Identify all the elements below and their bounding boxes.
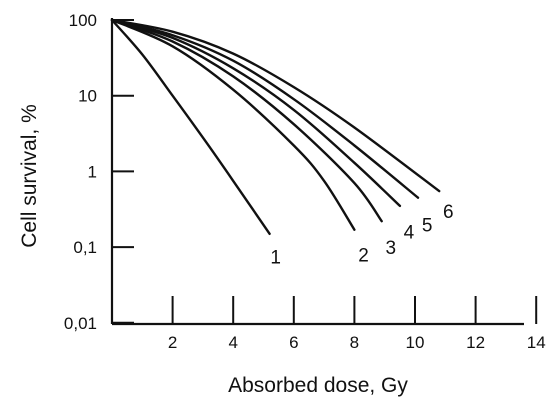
- x-ticks: 2 4 6 8 10 12 14: [168, 296, 546, 352]
- curve-6: [110, 18, 441, 193]
- y-axis-title: Cell survival, %: [18, 104, 41, 248]
- curves: [110, 18, 441, 235]
- curve-2: [110, 18, 356, 231]
- curve-4: [110, 18, 402, 208]
- curve-1: [110, 18, 271, 235]
- curve-label-3: 3: [385, 238, 396, 259]
- x-tick-label: 14: [527, 333, 546, 352]
- curve-label-2: 2: [358, 245, 369, 266]
- y-tick-label: 0,1: [73, 238, 97, 257]
- x-tick-label: 12: [466, 333, 485, 352]
- y-tick-label: 10: [78, 87, 97, 106]
- curve-label-5: 5: [422, 215, 433, 236]
- x-tick-label: 8: [350, 333, 359, 352]
- curve-label-6: 6: [443, 202, 454, 223]
- y-tick-label: 1: [88, 162, 97, 181]
- curve-labels: 1 2 34 56: [270, 202, 453, 269]
- curve-label-1: 1: [270, 248, 281, 269]
- x-tick-label: 2: [168, 333, 177, 352]
- curve-label-4: 4: [404, 223, 415, 244]
- x-tick-label: 4: [228, 333, 237, 352]
- y-tick-label: 100: [69, 11, 97, 30]
- x-tick-label: 6: [289, 333, 298, 352]
- curve-5: [110, 18, 420, 199]
- curve-3: [110, 18, 383, 223]
- x-tick-label: 10: [406, 333, 425, 352]
- y-ticks: 0,01 0,1 1 10 100: [64, 11, 134, 333]
- x-axis-title: Absorbed dose, Gy: [228, 374, 408, 397]
- y-tick-label: 0,01: [64, 314, 97, 333]
